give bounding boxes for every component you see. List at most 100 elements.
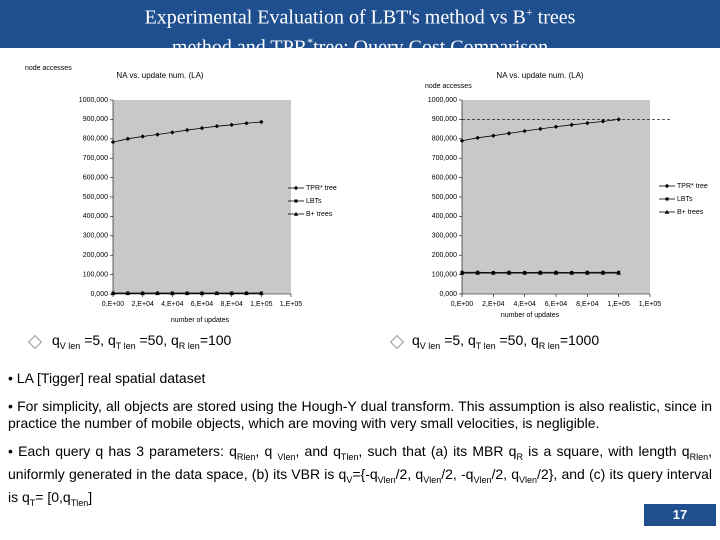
x-tick-label: 2,E+04 [131,301,153,308]
marker [155,291,160,296]
subscript-text: Vlen [519,474,538,485]
marker [506,131,512,136]
text-run: /2, -q [441,465,474,482]
plot-area [462,100,650,294]
y-tick-label: 300,000 [83,233,108,240]
marker [665,197,669,201]
y-tick-label: 200,000 [432,252,457,259]
x-axis-label: number of updates [501,312,560,319]
text-run: is a square, with length q [522,443,690,459]
subscript-text: Rlen [236,451,256,462]
marker [244,121,249,126]
marker [170,291,175,296]
subscript-text: Rlen [689,451,709,462]
chart-caption: qV len =5, qT len =50, qR len=1000 [412,332,599,351]
marker [293,185,299,191]
title-line: Experimental Evaluation of LBT's method … [0,0,720,30]
marker [214,123,220,129]
marker [140,134,145,139]
y-tick-label: 600,000 [83,174,108,181]
y-tick-label: 1000,000 [79,97,108,104]
legend-label: TPR* tree [677,183,708,190]
text-run: ] [88,488,93,505]
x-tick-label: 4,E+04 [513,301,535,308]
y-tick-label: 0,000 [90,291,108,298]
bullet: • LA [Tigger] real spatial dataset [8,370,712,387]
marker [664,183,670,189]
marker [600,119,606,124]
text-run: trees [532,6,576,29]
text-run: • LA [Tigger] real spatial dataset [8,370,206,386]
y-axis-label: node accesses [25,65,72,72]
bullet-list: • LA [Tigger] real spatial dataset • For … [8,370,712,522]
subscript-text: V len [419,340,441,351]
marker [553,124,559,129]
subscript-text: Vlen [277,451,296,462]
y-tick-label: 100,000 [432,271,457,278]
marker [475,135,480,141]
text-run: =100 [199,332,232,348]
subscript-text: * [307,34,314,49]
marker [110,291,116,296]
text-run: =5, q [80,332,116,348]
x-axis-label: number of updates [171,317,230,324]
marker [125,136,131,141]
marker [140,291,145,296]
x-tick-label: 6,E+04 [191,301,213,308]
marker [459,138,465,143]
subscript-text: Vlen [423,474,442,485]
subscript-text: + [525,5,533,19]
text-run: =5, q [440,332,476,348]
subscript-text: Vlen [377,474,396,485]
marker [600,270,606,275]
marker [110,139,116,145]
marker [293,211,299,216]
marker [184,291,190,296]
subscript-text: T [29,497,36,508]
y-axis-label: node accesses [425,83,472,90]
chart-title: NA vs. update num. (LA) [116,71,203,80]
x-tick-label: 4,E+04 [161,301,183,308]
text-run: ={-q [352,465,378,482]
text-run: , uniformly generated in the data space,… [8,443,712,482]
bullet-icon [27,334,43,350]
subscript-text: R len [178,340,200,351]
subscript-text: V len [59,340,81,351]
page-number: 17 [644,504,716,526]
text-run: tree: Query Cost Comparison [313,36,549,59]
slide-title: Experimental Evaluation of LBT's method … [0,0,720,58]
marker [569,270,574,275]
text-run: /2}, and (c) its query interval is q [8,465,713,505]
y-tick-label: 500,000 [83,194,108,201]
x-tick-label: 1,E+05 [607,301,629,308]
marker [214,291,220,296]
y-tick-label: 400,000 [432,213,457,220]
text-run: =1000 [559,332,600,348]
chart-caption: qV len =5, qT len =50, qR len=100 [52,332,231,351]
text-run: /2, q [395,465,424,482]
marker [229,291,234,296]
marker [616,270,621,275]
marker [184,127,190,133]
subscript-text: R [516,451,523,462]
x-tick-label: 8,E+04 [576,301,598,308]
marker [585,270,590,275]
marker [553,270,559,275]
marker [259,119,264,125]
text-run: , such that (a) its MBR q [358,443,517,459]
x-tick-label: 1,E+05 [639,301,661,308]
legend-label: B+ trees [306,211,333,218]
x-tick-label: 6,E+04 [545,301,567,308]
subscript-text: T len [115,340,136,351]
text-run: , and q [295,443,341,459]
bullet-icon [389,334,405,350]
chart-title: NA vs. update num. (LA) [496,71,583,80]
x-tick-label: 2,E+04 [482,301,504,308]
marker [244,291,249,296]
y-tick-label: 200,000 [83,252,108,259]
marker [475,270,480,275]
subscript-text: V [346,474,353,485]
marker [259,291,264,296]
marker [229,122,234,128]
